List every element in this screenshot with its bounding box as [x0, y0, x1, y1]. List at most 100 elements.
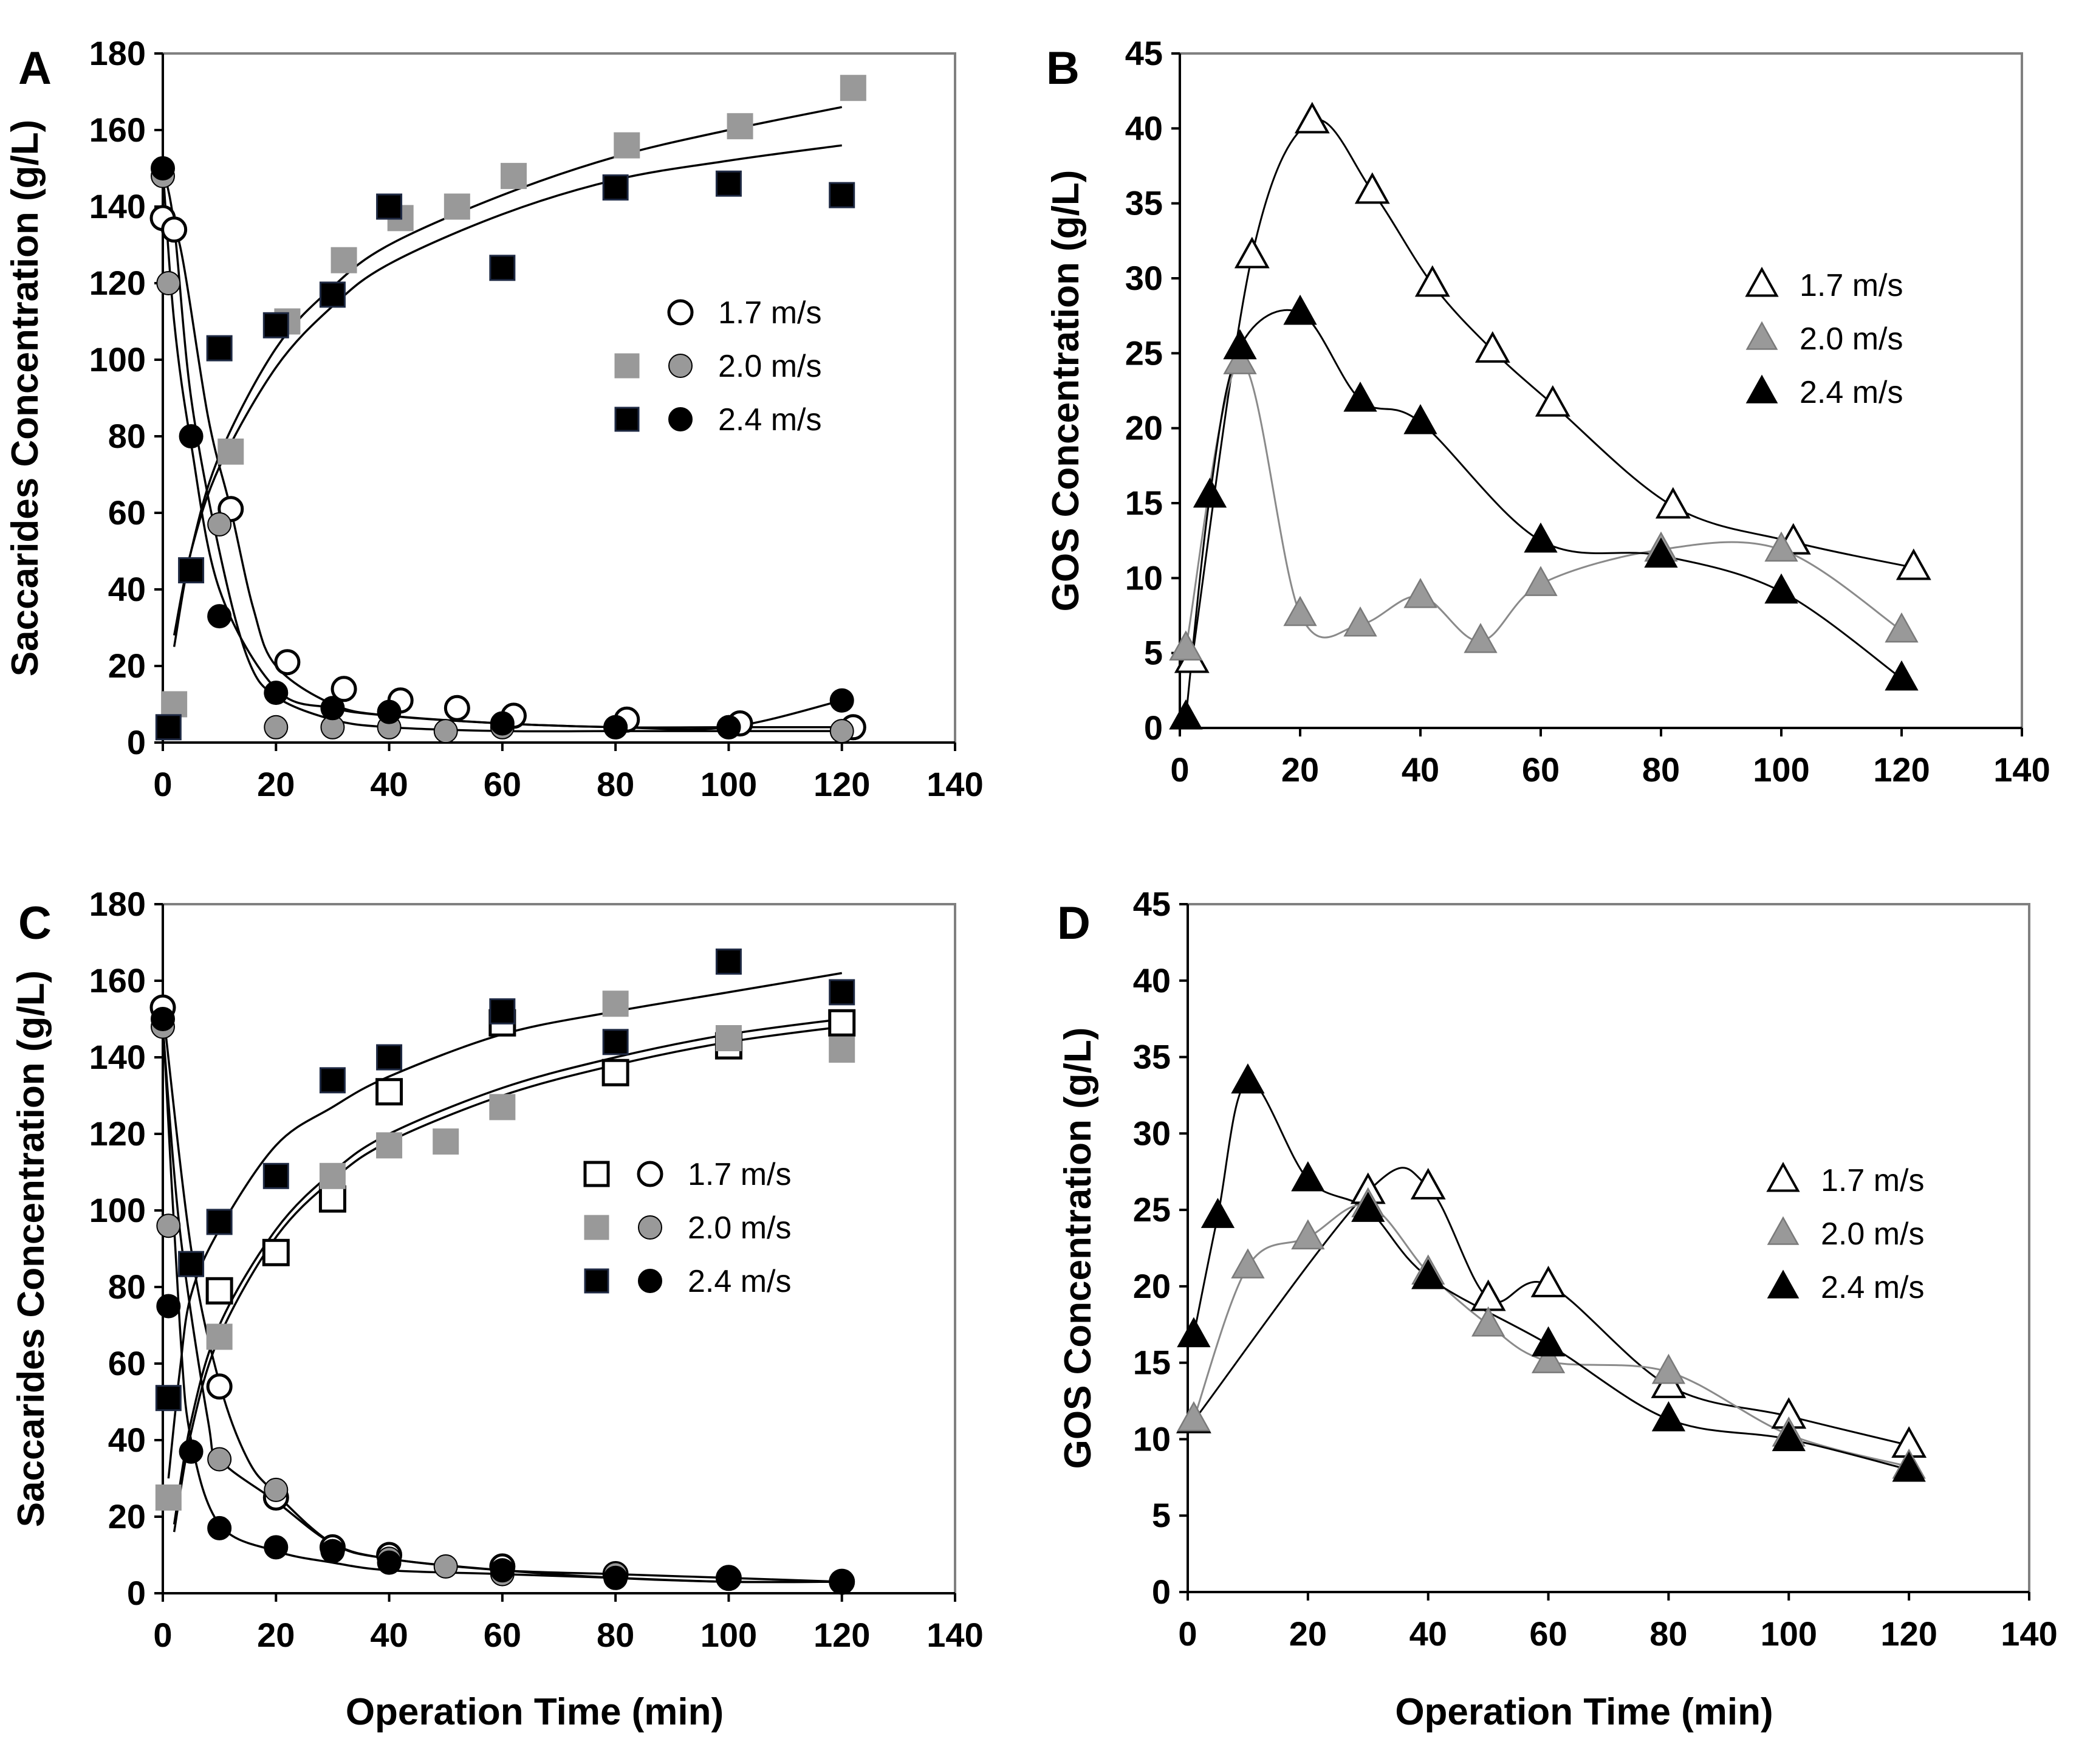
data-point — [1283, 595, 1317, 626]
y-axis-label: Saccarides Concentration (g/L) — [10, 970, 52, 1527]
data-point — [319, 1067, 346, 1094]
data-point — [377, 1550, 402, 1575]
data-point — [1294, 101, 1330, 134]
x-tick-label: 0 — [153, 1616, 172, 1654]
data-point — [262, 312, 289, 338]
data-point — [1885, 660, 1919, 691]
legend-marker — [584, 1215, 609, 1240]
data-point — [603, 715, 628, 740]
data-point — [376, 1044, 403, 1071]
x-tick-label: 140 — [2001, 1615, 2057, 1653]
data-point — [601, 1059, 629, 1086]
data-point — [1223, 329, 1257, 360]
data-point — [206, 1373, 233, 1400]
x-tick-label: 20 — [257, 1616, 295, 1654]
data-point — [1535, 385, 1570, 417]
panel-d: 0 5 10 15 20 25 30 35 40 45 0 20 40 60 80 100 120 140 GOS … — [1057, 885, 2058, 1733]
legend-label: 1.7 m/s — [1821, 1163, 1925, 1198]
data-point — [262, 1238, 290, 1266]
x-tick-label: 80 — [597, 765, 634, 803]
legend-label: 1.7 m/s — [688, 1157, 792, 1192]
data-point — [207, 604, 232, 629]
fit-curve — [173, 144, 842, 636]
data-point — [1471, 1306, 1505, 1337]
data-point — [602, 990, 629, 1017]
y-tick-label: 40 — [108, 570, 146, 608]
data-point — [1291, 1219, 1325, 1250]
data-point — [1343, 606, 1377, 637]
data-point — [207, 512, 232, 537]
legend-marker — [1767, 1216, 1800, 1245]
y-tick-label: 20 — [1125, 409, 1163, 447]
data-point — [1231, 1063, 1265, 1094]
data-point — [155, 1385, 182, 1412]
legend-marker — [1767, 1269, 1800, 1299]
data-point — [179, 1439, 204, 1464]
y-tick-label: 140 — [89, 1038, 146, 1076]
data-point — [490, 1558, 515, 1583]
x-tick-label: 40 — [1402, 750, 1439, 789]
panel-label: A — [18, 43, 52, 94]
data-point — [1644, 537, 1678, 568]
data-point — [716, 715, 741, 740]
data-point — [178, 1251, 205, 1277]
data-point — [376, 1132, 403, 1159]
data-point — [155, 1484, 182, 1511]
data-point — [444, 695, 470, 721]
data-point — [490, 711, 515, 736]
x-tick-label: 100 — [700, 1616, 757, 1654]
data-point — [1655, 487, 1691, 519]
data-point — [151, 156, 175, 180]
data-point — [829, 688, 854, 713]
legend-marker — [584, 1268, 609, 1294]
data-point — [264, 1477, 289, 1502]
panel-c: 0 20 40 60 80 100 120 140 160 180 0 20 40 60 80 100 120 1… — [10, 885, 984, 1733]
data-point — [217, 438, 244, 465]
data-point — [433, 719, 458, 744]
x-tick-label: 0 — [153, 765, 172, 803]
data-point — [1764, 573, 1798, 604]
y-tick-label: 35 — [1125, 184, 1163, 222]
data-point — [1651, 1353, 1686, 1384]
y-tick-label: 120 — [89, 264, 146, 302]
data-point — [1764, 531, 1798, 562]
data-point — [377, 699, 402, 724]
legend-marker — [614, 353, 640, 379]
data-point — [320, 696, 345, 721]
data-point — [1200, 1198, 1235, 1228]
data-point — [1892, 1451, 1926, 1482]
data-point — [151, 1007, 175, 1031]
legend-marker — [637, 1161, 663, 1187]
y-tick-label: 45 — [1125, 34, 1163, 72]
y-tick-label: 60 — [108, 493, 146, 532]
x-tick-label: 140 — [1993, 750, 2050, 789]
y-tick-label: 20 — [1133, 1267, 1171, 1305]
data-point — [614, 132, 640, 159]
data-point — [829, 1570, 854, 1594]
data-point — [375, 1078, 403, 1106]
data-point — [1896, 548, 1931, 580]
data-point — [1193, 477, 1227, 508]
data-point — [715, 1025, 742, 1051]
data-point — [156, 271, 181, 295]
data-point — [331, 247, 357, 273]
data-point — [1177, 1317, 1211, 1348]
panel-a: 0 20 40 60 80 100 120 140 160 180 0 20 40 60 80 100 120 1… — [4, 34, 984, 803]
fit-curve — [173, 106, 843, 647]
y-tick-label: 100 — [89, 340, 146, 379]
y-tick-label: 0 — [1144, 709, 1163, 747]
data-point — [178, 557, 205, 583]
legend-label: 1.7 m/s — [718, 295, 822, 331]
data-point — [828, 1009, 856, 1037]
x-tick-label: 100 — [700, 765, 757, 803]
y-tick-label: 100 — [89, 1191, 146, 1229]
legend-label: 2.0 m/s — [1821, 1217, 1925, 1252]
data-point — [716, 1565, 741, 1590]
x-tick-label: 100 — [1761, 1615, 1817, 1653]
fit-curve — [173, 1025, 842, 1532]
y-tick-label: 40 — [1133, 961, 1171, 1000]
series-gray-square — [155, 990, 855, 1511]
data-point — [1531, 1326, 1566, 1357]
legend-label: 2.0 m/s — [718, 349, 822, 384]
data-point — [603, 1565, 628, 1590]
